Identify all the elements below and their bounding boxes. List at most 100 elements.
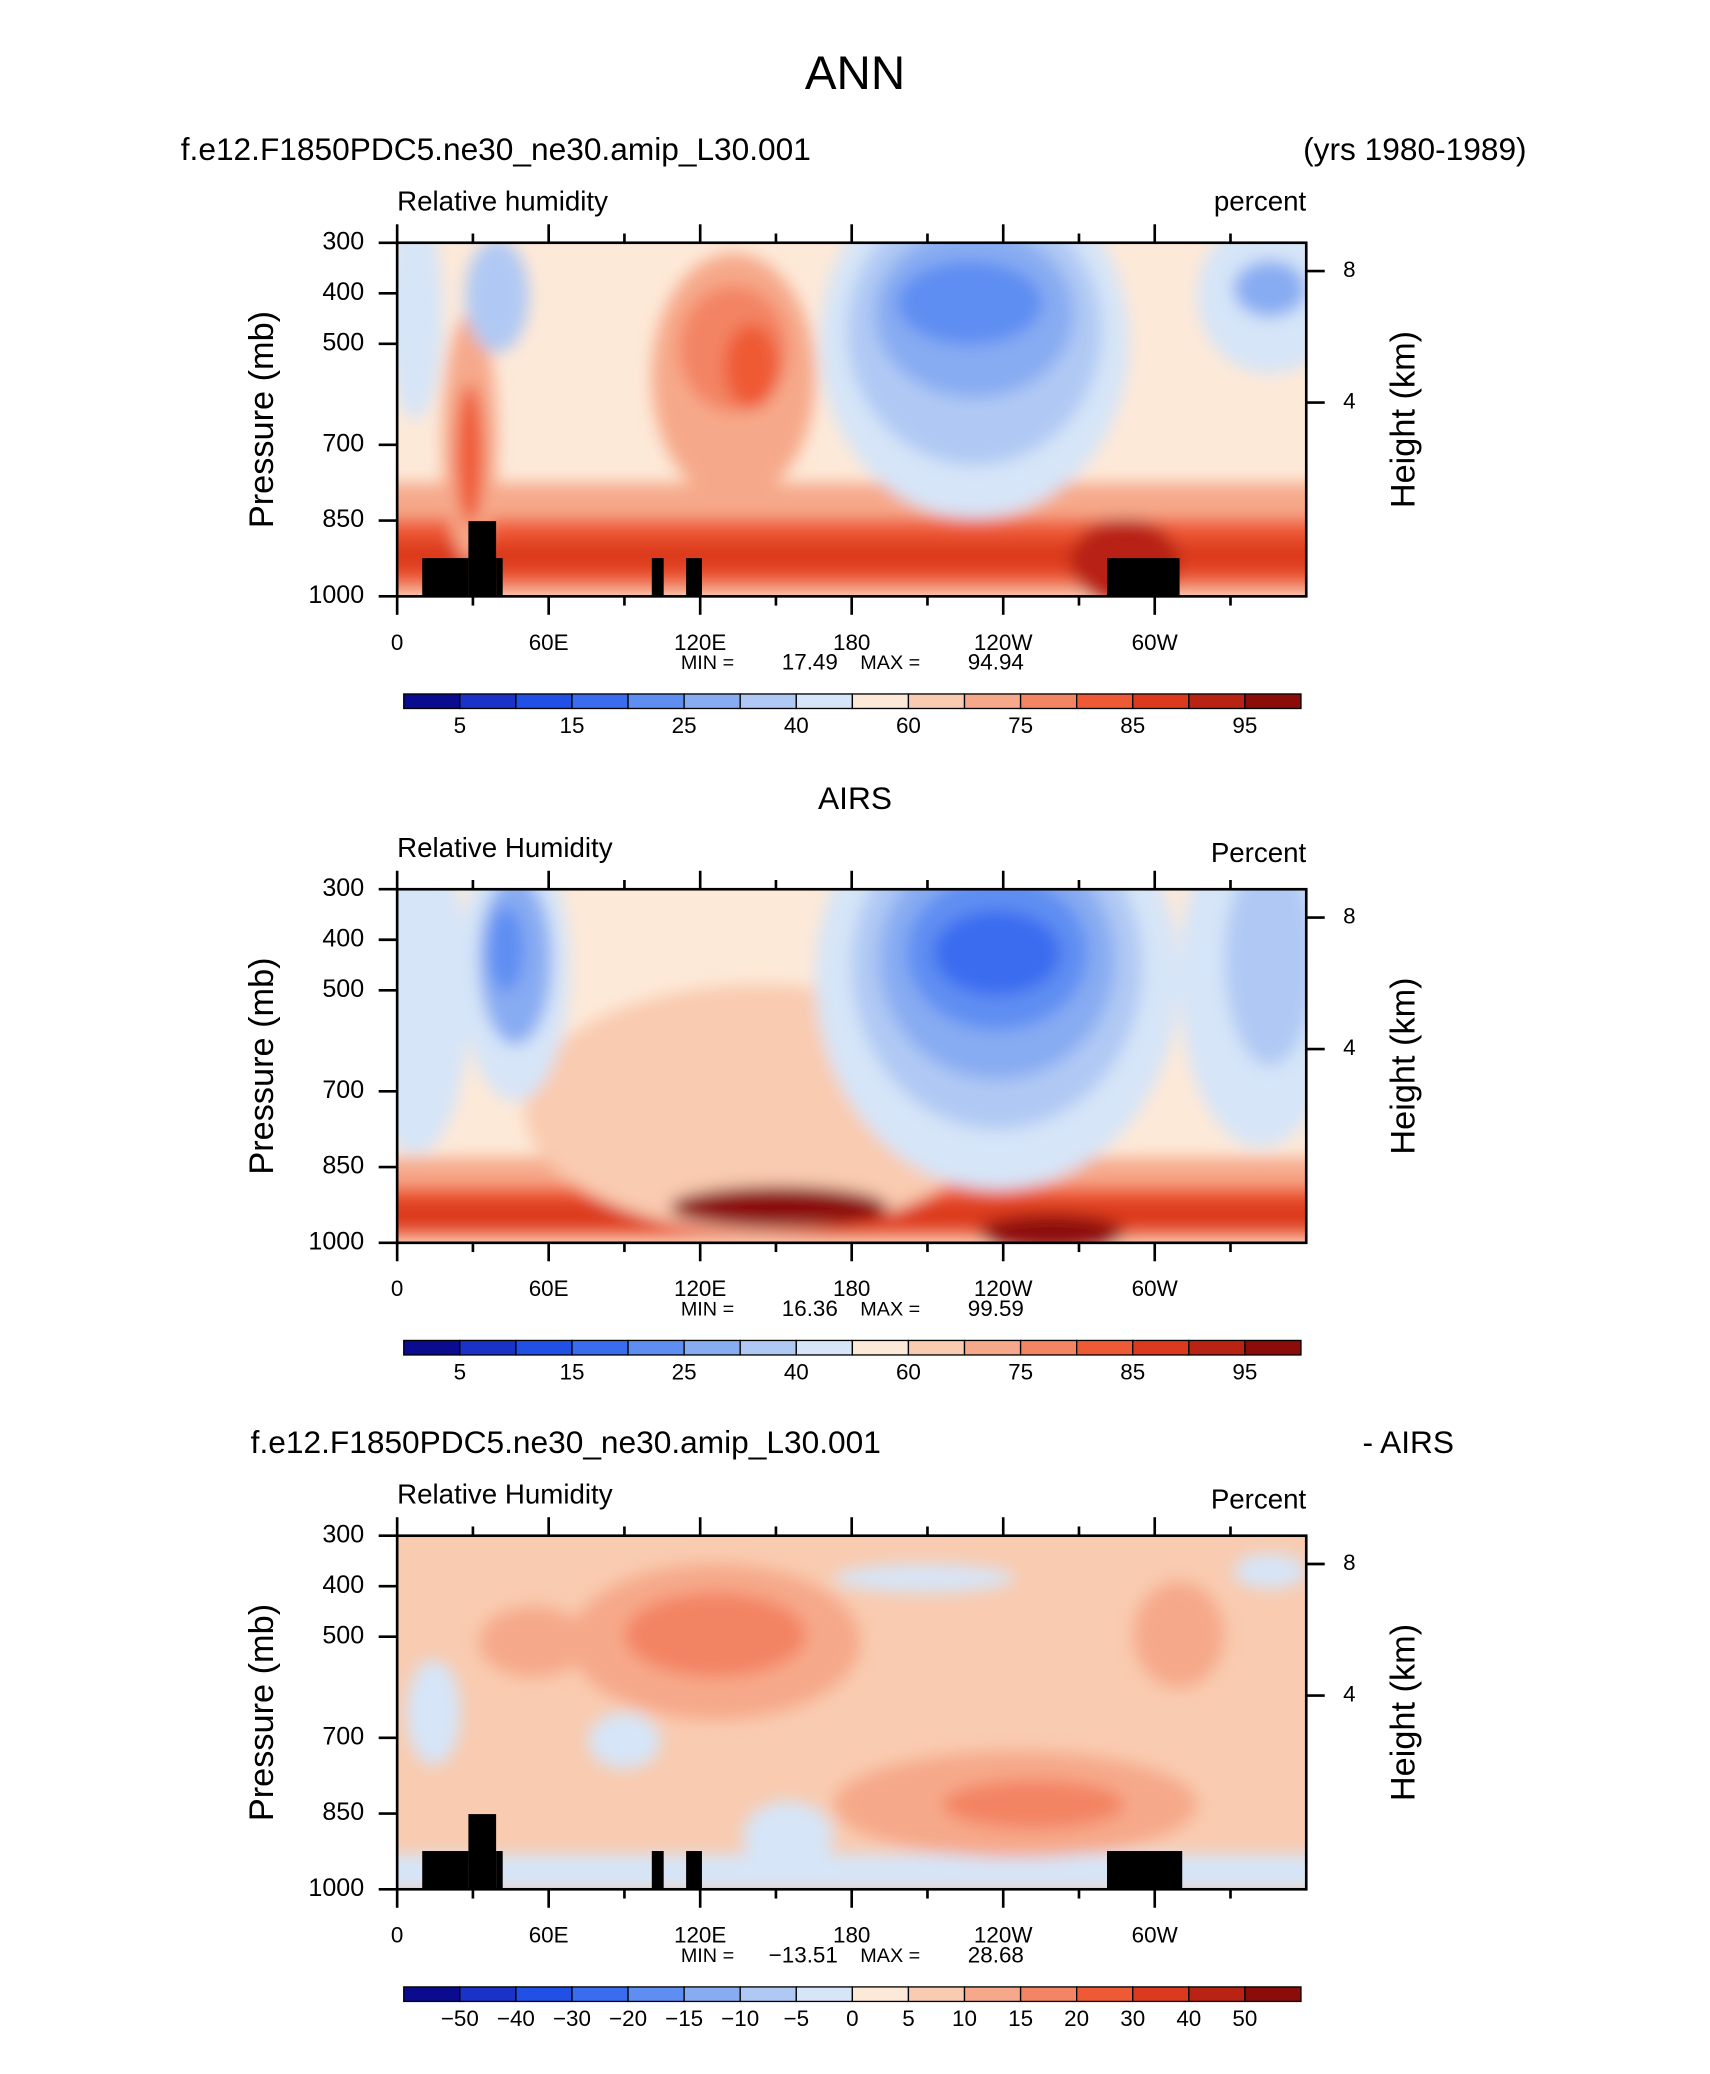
colorbar-label: −50 [441,2006,479,2031]
field-blob [456,384,484,526]
min-text: MIN = [681,1298,734,1320]
max-value: 28.68 [968,1943,1024,1968]
colorbar-box [627,1986,685,2003]
field-blob [724,324,779,409]
y-tick-label: 300 [322,874,364,902]
colorbar-box [515,1339,573,1356]
colorbar-box [1019,1339,1078,1356]
colorbar-box [403,1339,461,1356]
colorbar-label: 10 [952,2006,977,2031]
colorbar-box [1188,693,1246,710]
y2-tick-label: 8 [1343,903,1355,928]
panel-title-left: f.e12.F1850PDC5.ne30_ne30.amip_L30.001 [181,131,811,167]
topography [496,558,503,597]
colorbar-label: 50 [1232,2006,1257,2031]
topography [468,521,497,597]
field-band [397,539,1307,572]
field-blob [397,889,470,1155]
field-blob [942,1779,1125,1830]
panel-title-right: - AIRS [1363,1424,1454,1460]
colorbar-label: −40 [497,2006,535,2031]
y-tick-label: 500 [322,1621,364,1649]
colorbar-label: 95 [1232,1359,1257,1384]
colorbar-box [1132,693,1190,710]
colorbar-label: −5 [784,2006,810,2031]
x-tick-label: 60W [1132,630,1179,655]
y2-tick-label: 4 [1343,1681,1355,1706]
topography [422,1851,469,1890]
x-tick-label: 180 [833,630,870,655]
y-tick-label: 850 [322,505,364,533]
colorbar-box [1188,1339,1246,1356]
y2-tick-label: 8 [1343,1550,1355,1575]
y-tick-label: 400 [322,1571,364,1599]
field-shapes [397,242,1307,597]
colorbar-box [1019,693,1078,710]
topography [686,558,702,597]
colorbar-box [907,1986,966,2003]
field-blob [465,242,529,353]
main-title: ANN [805,47,905,100]
y-tick-label: 700 [322,1076,364,1104]
colorbar-box [683,1339,741,1356]
colorbar-label: 75 [1008,1359,1033,1384]
subtitle-left: Relative humidity [397,185,608,216]
y-tick-label: 1000 [308,1874,364,1902]
colorbar-box [1132,1339,1190,1356]
subtitle-left: Relative Humidity [397,1478,613,1509]
x-tick-label: 120W [974,1276,1033,1301]
min-value: 16.36 [782,1296,838,1321]
field-blob [478,1606,589,1678]
colorbar-box [683,1986,741,2003]
x-tick-label: 120W [974,1923,1033,1948]
colorbar-box [907,1339,966,1356]
colorbar-label: 5 [454,1359,466,1384]
field-blob [833,1563,1016,1593]
x-tick-label: 0 [391,1923,403,1948]
colorbar-box [1019,1986,1078,2003]
colorbar-box [1244,1339,1302,1356]
y-tick-label: 700 [322,429,364,457]
colorbar-box [963,1986,1022,2003]
max-value: 99.59 [968,1296,1024,1321]
y2-tick-label: 4 [1343,1035,1355,1060]
topography [651,1851,664,1890]
panel-title-right: (yrs 1980-1989) [1303,131,1526,167]
y-axis-label: Pressure (mb) [243,1604,281,1821]
colorbar-label: −20 [609,2006,647,2031]
colorbar-box [739,693,797,710]
x-tick-label: 120E [674,1923,726,1948]
colorbar-label: 60 [896,713,921,738]
field-shapes [397,889,1307,1243]
field-blob [1133,1581,1225,1688]
colorbar-label: 40 [784,1359,809,1384]
colorbar-box [963,693,1022,710]
colorbar-label: 15 [560,713,585,738]
x-tick-label: 0 [391,630,403,655]
min-text: MIN = [681,652,734,674]
field-blob [933,910,1061,996]
y2-axis-label: Height (km) [1384,977,1422,1154]
field-blob [669,1186,889,1229]
panel-title: AIRS [818,780,892,816]
topography [496,1851,503,1890]
y-tick-label: 850 [322,1798,364,1826]
max-value: 94.94 [968,650,1024,675]
x-tick-label: 60E [529,630,569,655]
colorbar-box [627,693,685,710]
y-tick-label: 300 [322,227,364,255]
colorbar-box [571,1986,629,2003]
max-text: MAX = [860,1298,920,1320]
colorbar-box [795,693,854,710]
x-tick-label: 120E [674,630,726,655]
colorbar-box [403,693,461,710]
colorbar-label: −30 [553,2006,591,2031]
colorbar-box [1188,1986,1246,2003]
colorbar-box [795,1986,854,2003]
colorbar-box [515,1986,573,2003]
x-tick-label: 60E [529,1923,569,1948]
max-text: MAX = [860,1945,920,1967]
x-tick-label: 0 [391,1276,403,1301]
colorbar-label: 5 [454,713,466,738]
